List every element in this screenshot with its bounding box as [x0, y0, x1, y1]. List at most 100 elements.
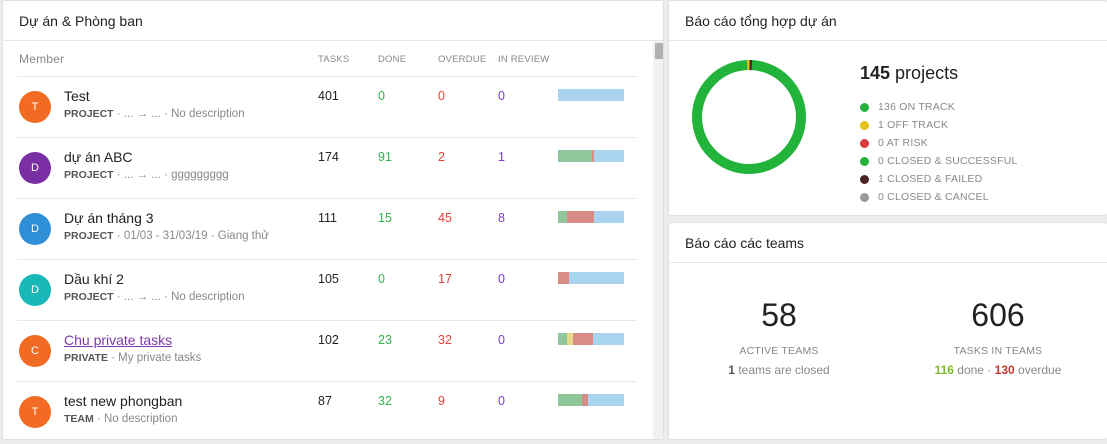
- done-count: 0: [378, 272, 385, 286]
- progress-segment-overdue: [592, 150, 594, 162]
- project-description: · ... → ... · No description: [113, 108, 245, 120]
- progress-segment-overdue: [581, 394, 589, 406]
- project-meta: PROJECT · ... → ... · ggggggggg: [64, 169, 229, 181]
- progress-segment-done: [558, 150, 593, 162]
- tasks-count: 87: [318, 394, 332, 408]
- project-status-donut: [692, 59, 806, 174]
- in-review-count: 0: [498, 333, 505, 347]
- progress-segment-overdue: [558, 272, 570, 284]
- project-row[interactable]: D Dầu khí 2 PROJECT · ... → ... · No des…: [3, 260, 653, 321]
- progress-segment-done: [558, 211, 567, 223]
- done-count: 23: [378, 333, 392, 347]
- status-dot: [860, 120, 869, 130]
- scrollbar-thumb[interactable]: [655, 43, 663, 59]
- closed-teams-text: teams are closed: [734, 363, 830, 377]
- progress-bar: [558, 394, 624, 406]
- teams-card-title: Báo cáo các teams: [669, 223, 1107, 263]
- project-description: · My private tasks: [107, 352, 202, 364]
- project-name[interactable]: Dự án tháng 3: [64, 210, 154, 226]
- project-description: · 01/03 - 31/03/19 · Giang thử: [113, 230, 269, 242]
- legend-item: 1 CLOSED & FAILED: [860, 170, 1018, 188]
- progress-segment-done: [558, 394, 582, 406]
- progress-segment-remaining: [593, 150, 624, 162]
- project-description: · No description: [93, 413, 178, 425]
- project-type: PRIVATE: [64, 352, 108, 364]
- closed-teams-note: 1 teams are closed: [679, 363, 879, 377]
- project-type: PROJECT: [64, 230, 114, 242]
- status-dot: [860, 174, 869, 184]
- projects-card-title: Dự án & Phòng ban: [3, 1, 663, 41]
- legend-item: 0 CLOSED & CANCEL: [860, 188, 1018, 206]
- progress-bar: [558, 272, 624, 284]
- project-meta: PROJECT · ... → ... · No description: [64, 291, 245, 303]
- done-count: 15: [378, 211, 392, 225]
- project-name[interactable]: Dầu khí 2: [64, 271, 124, 287]
- project-total-count: 145: [860, 63, 891, 83]
- project-name[interactable]: Test: [64, 88, 90, 104]
- project-name[interactable]: dự án ABC: [64, 149, 133, 165]
- status-legend: 136 ON TRACK 1 OFF TRACK 0 AT RISK 0 CLOSED…: [860, 98, 1018, 206]
- tasks-count: 174: [318, 150, 339, 164]
- donut-ring: [692, 60, 806, 174]
- tasks-count: 102: [318, 333, 339, 347]
- project-name[interactable]: test new phongban: [64, 393, 183, 409]
- teams-overdue-count: 130: [994, 363, 1015, 377]
- project-row[interactable]: C Chu private tasks PRIVATE · My private…: [3, 321, 653, 382]
- legend-label: 0 CLOSED & CANCEL: [878, 191, 989, 203]
- progress-segment-remaining: [569, 272, 624, 284]
- tasks-count: 111: [318, 211, 338, 225]
- tasks-in-teams-stat: 606 TASKS IN TEAMS 116 done · 130 overdu…: [898, 297, 1098, 377]
- project-summary-card: Báo cáo tổng hợp dự án 145 projects 136 …: [668, 0, 1107, 216]
- project-name[interactable]: Chu private tasks: [64, 332, 173, 348]
- tasks-count: 105: [318, 272, 339, 286]
- scrollbar[interactable]: [653, 41, 663, 439]
- legend-label: 0 CLOSED & SUCCESSFUL: [878, 155, 1018, 167]
- avatar[interactable]: D: [19, 213, 51, 245]
- avatar[interactable]: T: [19, 396, 51, 428]
- overdue-count: 0: [438, 89, 445, 103]
- tasks-in-teams-value: 606: [971, 297, 1025, 333]
- in-review-count: 8: [498, 211, 505, 225]
- legend-label: 136 ON TRACK: [878, 101, 955, 113]
- table-header: Member TASKS DONE OVERDUE IN REVIEW: [3, 41, 653, 77]
- project-type: PROJECT: [64, 291, 114, 303]
- summary-card-title: Báo cáo tổng hợp dự án: [669, 1, 1107, 41]
- in-review-count: 0: [498, 394, 505, 408]
- teams-done-text: done ·: [953, 363, 995, 377]
- status-dot: [860, 102, 869, 112]
- project-description: · ... → ... · No description: [113, 291, 245, 303]
- tasks-count: 401: [318, 89, 339, 103]
- in-review-count: 0: [498, 89, 505, 103]
- project-row[interactable]: T Test PROJECT · ... → ... · No descript…: [3, 77, 653, 138]
- avatar[interactable]: D: [19, 274, 51, 306]
- avatar[interactable]: C: [19, 335, 51, 367]
- tasks-in-teams-label: TASKS IN TEAMS: [953, 345, 1043, 357]
- overdue-count: 2: [438, 150, 445, 164]
- project-total-label: projects: [890, 63, 959, 83]
- column-done: DONE: [378, 54, 407, 65]
- column-tasks: TASKS: [318, 54, 350, 65]
- project-row[interactable]: T test new phongban TEAM · No descriptio…: [3, 382, 653, 439]
- done-count: 0: [378, 89, 385, 103]
- project-meta: PROJECT · ... → ... · No description: [64, 108, 245, 120]
- avatar[interactable]: T: [19, 91, 51, 123]
- legend-item: 0 CLOSED & SUCCESSFUL: [860, 152, 1018, 170]
- divider: [17, 76, 637, 77]
- progress-segment-done: [558, 333, 567, 345]
- projects-card: Dự án & Phòng ban Member TASKS DONE OVER…: [2, 0, 664, 440]
- overdue-count: 45: [438, 211, 452, 225]
- divider: [17, 137, 637, 138]
- overdue-count: 32: [438, 333, 452, 347]
- overdue-count: 17: [438, 272, 452, 286]
- avatar[interactable]: D: [19, 152, 51, 184]
- legend-item: 0 AT RISK: [860, 134, 1018, 152]
- divider: [17, 259, 637, 260]
- teams-tasks-breakdown: 116 done · 130 overdue: [898, 363, 1098, 377]
- project-row[interactable]: D dự án ABC PROJECT · ... → ... · gggggg…: [3, 138, 653, 199]
- active-teams-label: ACTIVE TEAMS: [739, 345, 819, 357]
- legend-item: 1 OFF TRACK: [860, 116, 1018, 134]
- project-meta: PRIVATE · My private tasks: [64, 352, 201, 364]
- project-type: PROJECT: [64, 169, 114, 181]
- teams-overdue-text: overdue: [1014, 363, 1062, 377]
- project-row[interactable]: D Dự án tháng 3 PROJECT · 01/03 - 31/03/…: [3, 199, 653, 260]
